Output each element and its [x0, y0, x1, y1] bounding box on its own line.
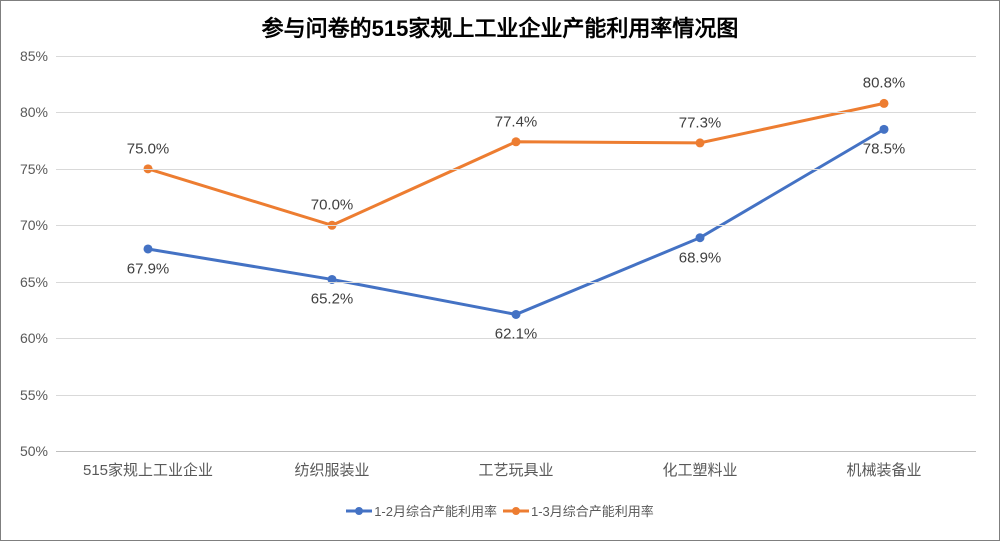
- data-marker: [512, 310, 521, 319]
- data-label: 77.4%: [495, 113, 538, 130]
- data-marker: [696, 138, 705, 147]
- gridline: [56, 282, 976, 283]
- data-label: 70.0%: [311, 197, 354, 214]
- legend: 1-2月综合产能利用率 1-3月综合产能利用率: [1, 501, 999, 520]
- y-tick-label: 60%: [20, 330, 56, 346]
- y-tick-label: 85%: [20, 48, 56, 64]
- data-label: 65.2%: [311, 291, 354, 308]
- data-label: 77.3%: [679, 114, 722, 131]
- legend-swatch-icon: [346, 504, 372, 518]
- legend-label: 1-3月综合产能利用率: [531, 501, 654, 520]
- y-tick-label: 80%: [20, 104, 56, 120]
- data-marker: [880, 125, 889, 134]
- data-label: 80.8%: [863, 75, 906, 92]
- data-marker: [880, 99, 889, 108]
- gridline: [56, 56, 976, 57]
- data-label: 67.9%: [127, 260, 170, 277]
- data-marker: [512, 137, 521, 146]
- chart-title: 参与问卷的515家规上工业企业产能利用率情况图: [1, 11, 999, 43]
- legend-label: 1-2月综合产能利用率: [374, 501, 497, 520]
- y-tick-label: 50%: [20, 443, 56, 459]
- x-tick-label: 515家规上工业企业: [83, 451, 213, 480]
- data-marker: [696, 233, 705, 242]
- legend-swatch-icon: [503, 504, 529, 518]
- y-tick-label: 55%: [20, 387, 56, 403]
- gridline: [56, 169, 976, 170]
- gridline: [56, 395, 976, 396]
- legend-item: 1-2月综合产能利用率: [346, 501, 497, 520]
- y-tick-label: 70%: [20, 217, 56, 233]
- data-label: 68.9%: [679, 249, 722, 266]
- x-tick-label: 工艺玩具业: [478, 451, 553, 480]
- data-marker: [144, 244, 153, 253]
- x-tick-label: 纺织服装业: [294, 451, 369, 480]
- data-label: 75.0%: [127, 140, 170, 157]
- data-label: 78.5%: [863, 141, 906, 158]
- plot-area: 50%55%60%65%70%75%80%85%515家规上工业企业纺织服装业工…: [56, 56, 976, 451]
- legend-item: 1-3月综合产能利用率: [503, 501, 654, 520]
- series-line: [148, 129, 884, 314]
- y-tick-label: 75%: [20, 161, 56, 177]
- data-label: 62.1%: [495, 326, 538, 343]
- x-tick-label: 化工塑料业: [662, 451, 737, 480]
- y-tick-label: 65%: [20, 274, 56, 290]
- gridline: [56, 225, 976, 226]
- x-tick-label: 机械装备业: [846, 451, 921, 480]
- chart-container: 参与问卷的515家规上工业企业产能利用率情况图 50%55%60%65%70%7…: [0, 0, 1000, 541]
